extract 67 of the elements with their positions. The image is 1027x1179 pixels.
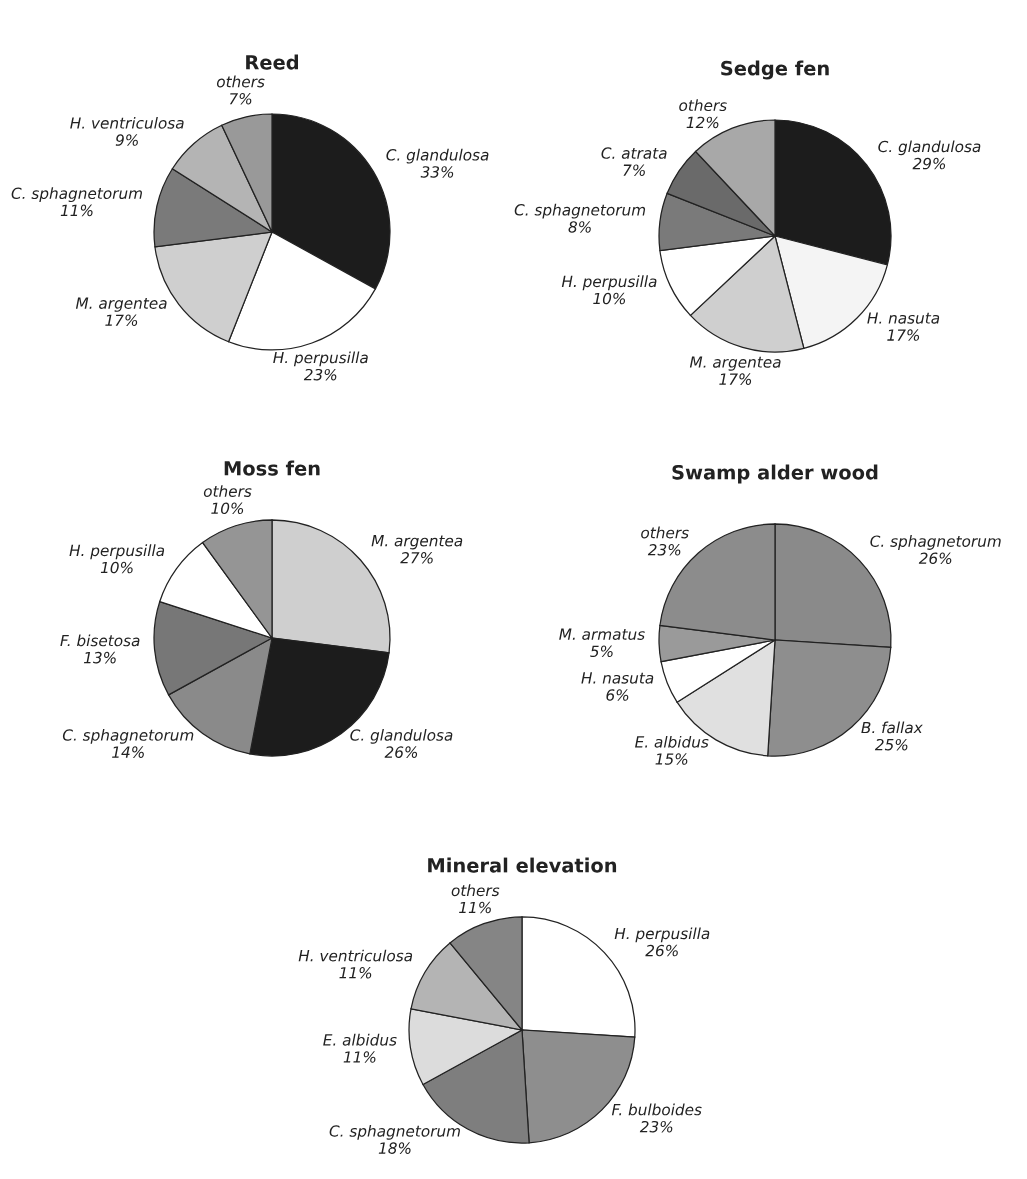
slice-label: H. perpusilla [69,544,165,560]
slice-label: C. sphagnetorum [329,1124,460,1140]
slice-label: others [451,884,500,897]
data-label: 11% [459,901,491,914]
slice-label: M. argentea [371,535,463,550]
slice-label: H. ventriculosa [298,949,413,962]
data-label: 11% [343,1051,376,1063]
data-label: 18% [378,1142,411,1154]
chart-title: Mineral elevation [428,857,617,873]
data-label: 17% [105,314,138,326]
slice-label: H. nasuta [581,672,654,684]
slice-label: H. ventriculosa [70,116,184,129]
data-label: 17% [719,373,752,385]
data-label: 10% [100,561,133,574]
data-label: 7% [623,164,645,176]
data-label: 33% [420,166,454,178]
slice-label: H. perpusilla [614,927,710,943]
data-label: 26% [645,944,678,957]
data-label: 11% [339,967,372,979]
data-label: 10% [211,502,244,515]
slice-label: C. atrata [601,147,667,159]
slice-label: H. perpusilla [273,351,368,367]
data-label: 26% [918,552,952,565]
slice-label: C. glandulosa [878,140,981,156]
data-label: 7% [229,92,252,105]
slice-label: C. sphagnetorum [870,535,1001,550]
slice-label: H. perpusilla [561,275,657,291]
data-label: 5% [590,645,613,658]
data-label: 6% [606,689,629,701]
slice-label: others [216,75,265,88]
slice-label: C. sphagnetorum [62,728,194,744]
data-label: 14% [112,746,144,758]
slice-label: M. argentea [75,297,167,312]
slice-label: C. sphagnetorum [11,187,142,203]
chart-title: Sedge fen [721,60,829,80]
slice-label: E. albidus [323,1033,397,1046]
data-label: 12% [686,116,719,129]
data-label: 23% [303,368,337,381]
data-label: 25% [874,738,908,751]
slice-label: M. armatus [559,628,645,640]
slice-label: others [203,485,252,497]
data-label: 9% [115,134,138,146]
slice-label: C. glandulosa [350,728,453,744]
data-label: 11% [60,204,93,217]
slice-label: others [641,526,689,539]
slice-label: E. albidus [635,735,709,748]
chart-title: Swamp alder wood [672,464,878,484]
data-label: 26% [384,746,418,758]
slice-label: B. fallax [861,721,923,734]
slice-label: F. bulboides [611,1103,702,1116]
slice-label: C. sphagnetorum [514,203,646,219]
data-label: 23% [647,543,681,556]
data-label: 10% [593,292,626,305]
chart-title: Moss fen [224,460,320,476]
data-label: 27% [400,552,433,564]
slice-label: H. nasuta [867,312,940,324]
data-label: 13% [83,651,116,664]
data-label: 17% [887,329,920,341]
chart-title: Reed [246,54,298,70]
data-label: 15% [655,753,688,765]
slice-label: C. glandulosa [386,148,489,164]
slice-label: M. argentea [689,356,781,371]
data-label: 8% [568,221,591,233]
slice-label: others [679,99,727,112]
data-label: 23% [639,1120,673,1133]
slice-label: F. bisetosa [60,634,140,647]
data-label: 29% [912,157,946,170]
